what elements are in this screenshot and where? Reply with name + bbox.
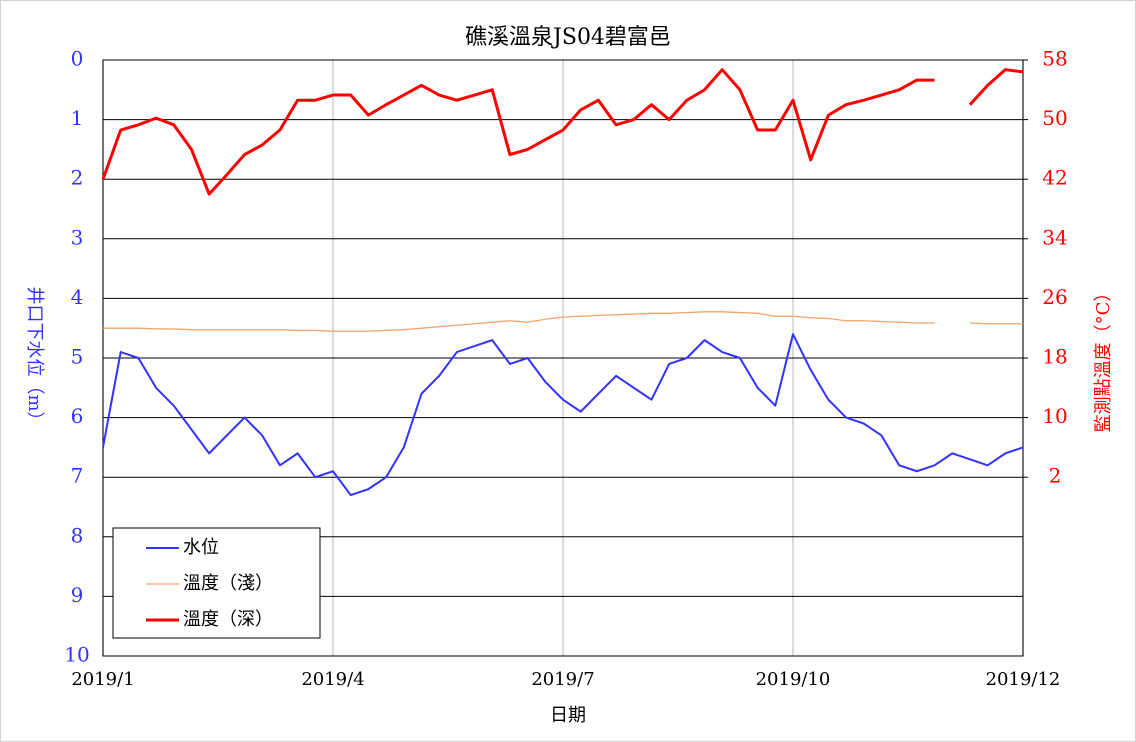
series-line (102, 333, 1024, 497)
x-tick-label: 2019/10 (756, 669, 831, 690)
y-tick-label: 1 (71, 106, 84, 130)
y2-tick-label: 50 (1042, 106, 1067, 130)
y2-tick-label: 18 (1042, 345, 1067, 369)
x-axis-label: 日期 (550, 705, 586, 726)
plot-frame (102, 59, 1024, 657)
x-tick-label: 2019/4 (301, 669, 364, 690)
series-line (968, 68, 1024, 106)
y-tick-label: 0 (71, 47, 84, 71)
y2-tick-label: 58 (1042, 47, 1067, 71)
series-line (103, 311, 935, 332)
y2-axis-label: 監測點溫度（°C） (1093, 284, 1114, 433)
y2-tick-label: 42 (1042, 166, 1067, 190)
chart-title: 礁溪溫泉JS04碧富邑 (465, 25, 671, 50)
y2-tick-label: 26 (1042, 285, 1067, 309)
x-tick-label: 2019/12 (986, 669, 1061, 690)
y-tick-label: 5 (71, 345, 84, 369)
legend-label: 溫度（淺） (183, 573, 273, 594)
y-tick-label: 3 (71, 225, 84, 249)
y2-tick-label: 34 (1042, 225, 1067, 249)
y-tick-label: 6 (71, 404, 84, 428)
x-tick-label: 2019/1 (71, 669, 134, 690)
y-tick-label: 8 (71, 523, 84, 547)
y-tick-label: 7 (71, 464, 84, 488)
y-tick-label: 9 (71, 583, 84, 607)
legend-label: 溫度（深） (183, 609, 273, 630)
y-axis-label: 井口下水位（m） (24, 286, 45, 429)
legend-label: 水位 (183, 537, 219, 558)
y-tick-label: 10 (64, 643, 89, 667)
y-tick-label: 4 (71, 285, 84, 309)
y2-tick-label: 10 (1042, 404, 1067, 428)
series-line (969, 322, 1023, 325)
x-tick-label: 2019/7 (531, 669, 594, 690)
series-line (101, 68, 935, 196)
y-tick-label: 2 (71, 166, 84, 190)
y2-tick-label: 2 (1049, 464, 1062, 488)
